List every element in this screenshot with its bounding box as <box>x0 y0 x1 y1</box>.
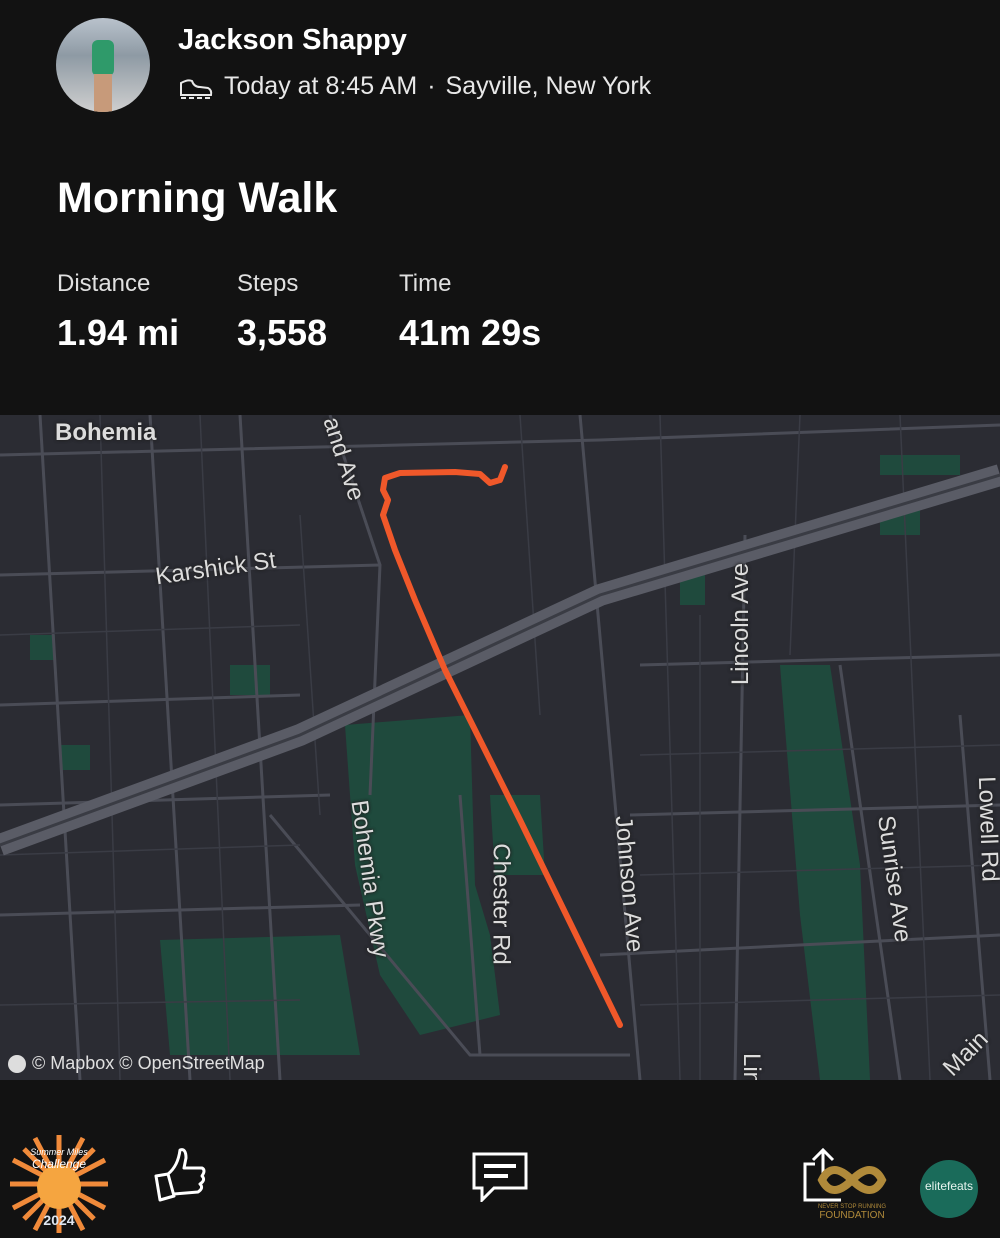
avatar[interactable] <box>56 18 150 112</box>
map-label-lin: Lin <box>738 1052 766 1080</box>
athlete-name[interactable]: Jackson Shappy <box>178 24 407 56</box>
map-label-bohemia: Bohemia <box>55 419 157 446</box>
activity-title[interactable]: Morning Walk <box>57 174 338 222</box>
stat-time: Time 41m 29s <box>399 270 541 354</box>
mapbox-logo-icon <box>8 1054 26 1073</box>
badge-line-3: 2024 <box>43 1212 74 1228</box>
shoe-icon <box>180 78 213 99</box>
map-label-lowell: Lowell Rd <box>972 775 1000 883</box>
comment-icon[interactable] <box>472 1152 528 1207</box>
separator: · <box>427 72 436 100</box>
route-map[interactable]: Bohemia and Ave Karshick St Lincoln Ave … <box>0 415 1000 1080</box>
stat-label: Steps <box>237 270 299 297</box>
foundation-logo[interactable]: NEVER STOP RUNNING FOUNDATION <box>812 1160 892 1222</box>
route-line <box>380 464 623 1028</box>
svg-text:FOUNDATION: FOUNDATION <box>819 1210 884 1221</box>
thumbs-up-icon[interactable] <box>152 1146 208 1207</box>
badge-line-1: Summer Miles <box>30 1147 88 1157</box>
stat-value: 1.94 mi <box>57 312 180 353</box>
map-attribution[interactable]: © Mapbox © OpenStreetMap <box>8 1053 265 1074</box>
stat-value: 3,558 <box>237 312 328 353</box>
stat-distance: Distance 1.94 mi <box>57 270 179 354</box>
activity-location: Sayville, New York <box>445 72 652 100</box>
stat-steps: Steps 3,558 <box>237 270 327 354</box>
stat-value: 41m 29s <box>399 312 542 353</box>
map-canvas <box>0 415 1000 1080</box>
stat-label: Time <box>399 270 452 297</box>
activity-time: Today at 8:45 AM <box>224 72 418 100</box>
badge-line-2: Challenge <box>32 1157 86 1171</box>
map-label-lincoln: Lincoln Ave <box>727 562 755 686</box>
action-bar: Summer Miles Challenge 2024 NEVER STOP RUN… <box>0 1080 1000 1234</box>
elitefeats-logo[interactable]: elitefeats <box>920 1160 978 1218</box>
minor-streets <box>0 415 1000 1080</box>
activity-meta: Today at 8:45 AM · Sayville, New York <box>178 72 651 101</box>
svg-text:NEVER STOP RUNNING: NEVER STOP RUNNING <box>818 1204 886 1210</box>
map-label-chester: Chester Rd <box>487 843 515 965</box>
summer-miles-badge[interactable]: Summer Miles Challenge 2024 <box>10 1135 108 1233</box>
stat-label: Distance <box>57 270 151 297</box>
